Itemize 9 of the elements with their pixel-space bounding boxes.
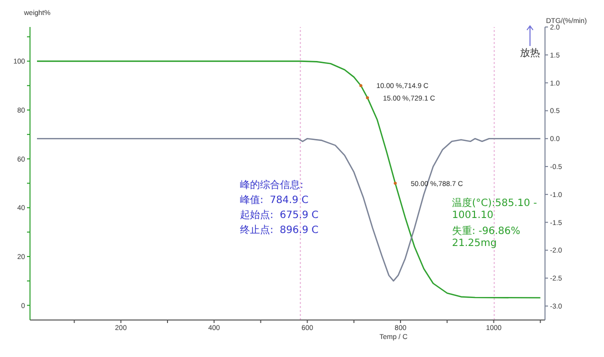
line-series <box>36 60 541 298</box>
annotation: 失重: -96.86% 21.25mg <box>452 226 522 250</box>
annotation: 起始点: 675.9 C <box>240 210 319 222</box>
line-series <box>36 138 541 282</box>
annotation: 终止点: 896.9 C <box>240 225 319 237</box>
annotation: 温度(°C):585.10 - 1001.10 <box>452 198 538 222</box>
annotation: 放热 <box>520 48 540 60</box>
annotation: 峰值: 784.9 C <box>240 195 309 207</box>
annotation: 峰的综合信息: <box>240 180 304 192</box>
